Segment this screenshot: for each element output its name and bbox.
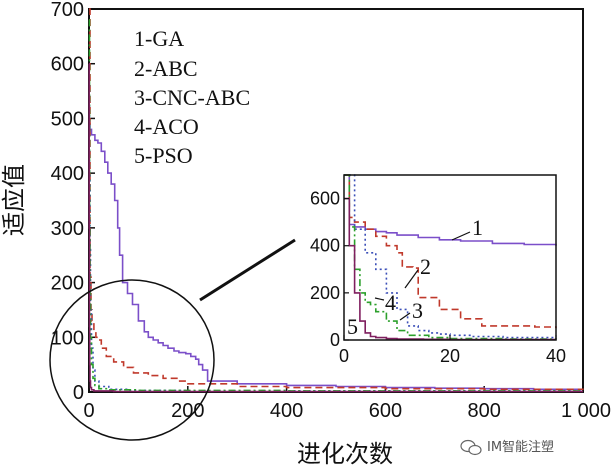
callout-leader-4 (374, 297, 385, 301)
inset-x-tick-label: 0 (339, 346, 349, 366)
callout-label-2: 2 (420, 254, 431, 279)
y-tick-label: 100 (51, 327, 84, 349)
zoom-highlight-circle (49, 279, 215, 441)
legend: 1-GA 2-ABC 3-CNC-ABC 4-ACO 5-PSO (134, 26, 250, 168)
wechat-icon (460, 439, 482, 456)
x-tick-label: 0 (83, 400, 94, 422)
y-tick-label: 0 (73, 382, 84, 404)
inset-y-tick-label: 0 (330, 330, 340, 350)
inset-y-tick-label: 200 (310, 283, 340, 303)
legend-item-pso: 5-PSO (134, 143, 193, 168)
inset-series-line-pso (344, 197, 556, 341)
x-tick-label: 600 (369, 400, 402, 422)
main-series-group (88, 8, 584, 393)
legend-item-abc: 2-ABC (134, 56, 198, 81)
y-tick-label: 400 (51, 163, 84, 185)
inset-x-tick-label: 20 (440, 346, 460, 366)
legend-item-aco: 4-ACO (134, 114, 199, 139)
series-line-cnc-abc (88, 84, 583, 392)
inset-series-line-abc (344, 174, 557, 329)
x-axis-label: 进化次数 (297, 440, 393, 466)
y-tick-label: 200 (51, 273, 84, 295)
x-tick-label: 800 (468, 400, 501, 422)
callout-label-3: 3 (412, 298, 423, 323)
watermark-text: IM智能注塑 (487, 440, 554, 455)
inset-series-line-cnc-abc (344, 174, 556, 339)
series-line-ga (89, 123, 583, 391)
inset-series-group (344, 174, 557, 341)
inset-y-tick-label: 400 (310, 236, 340, 256)
inset-x-tick-label: 40 (546, 346, 566, 366)
x-tick-label: 1 000 (561, 400, 611, 422)
callout-label-5: 5 (347, 314, 358, 339)
callout-label-1: 1 (472, 215, 483, 240)
zoom-pointer-line (199, 238, 296, 302)
legend-item-ga: 1-GA (134, 26, 184, 51)
callout-leader-1 (451, 231, 471, 241)
main-y-ticks: 0 100 200 300 400 500 600 700 (51, 0, 95, 404)
callout-leader-3 (399, 312, 411, 321)
main-x-ticks: 0 200 400 600 800 1 000 (83, 386, 611, 422)
inset-y-tick-label: 600 (310, 189, 340, 209)
y-tick-label: 600 (51, 54, 84, 76)
inset-x-ticks: 0 20 40 (339, 335, 566, 366)
callout-leader-2 (404, 269, 419, 289)
series-line-pso (88, 62, 583, 393)
y-tick-label: 300 (51, 218, 84, 240)
x-tick-label: 400 (270, 400, 303, 422)
inset-y-ticks: 0 200 400 600 (310, 189, 349, 350)
watermark: IM智能注塑 (460, 439, 554, 456)
inset-series-line-aco (344, 174, 557, 340)
series-line-abc (89, 8, 584, 391)
y-tick-label: 700 (51, 0, 84, 21)
callout-label-4: 4 (385, 290, 396, 315)
y-axis-label: 适应值 (0, 164, 28, 236)
x-tick-label: 200 (171, 400, 204, 422)
y-tick-label: 500 (51, 108, 84, 130)
inset-background (344, 175, 556, 340)
inset-plot: 0 200 400 600 0 20 40 1 2 3 4 5 (310, 174, 566, 366)
legend-item-cnc-abc: 3-CNC-ABC (134, 85, 250, 110)
